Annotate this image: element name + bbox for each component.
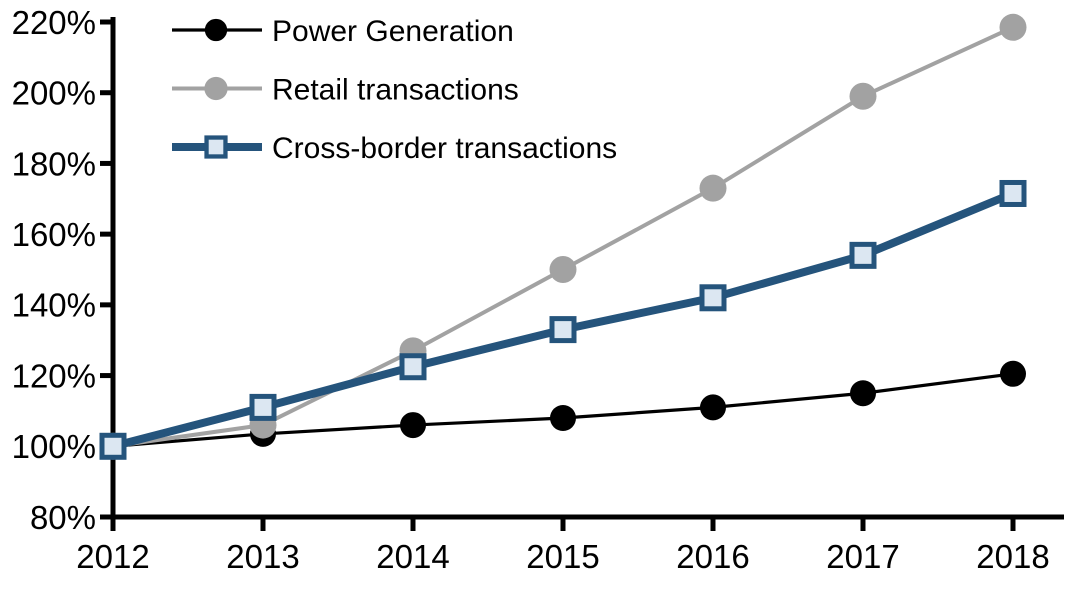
legend: Power Generation Retail transactions Cross…: [172, 15, 617, 165]
y-tick-label-220: 220%: [12, 4, 96, 41]
legend-item-retail-transactions: Retail transactions: [172, 73, 519, 106]
marker-power-generation-2014: [400, 412, 426, 439]
marker-power-generation-2018: [1000, 360, 1026, 387]
legend-marker-retail-transactions: [204, 76, 228, 101]
marker-cross-border-transactions-2018: [999, 179, 1027, 207]
x-tick-label-2018: 2018: [976, 538, 1049, 575]
legend-marker-power-generation: [204, 18, 228, 42]
legend-label-retail-transactions: Retail transactions: [272, 73, 519, 106]
marker-cross-border-transactions-2013: [249, 393, 277, 421]
legend-item-power-generation: Power Generation: [172, 15, 514, 48]
legend-label-power-generation: Power Generation: [272, 15, 514, 48]
x-tick-label-2012: 2012: [76, 538, 149, 575]
x-tick-label-2017: 2017: [826, 538, 899, 575]
legend-marker-cross-border-transactions: [204, 135, 228, 159]
marker-cross-border-transactions-2016: [699, 284, 727, 312]
marker-retail-transactions-2018: [999, 13, 1027, 41]
legend-item-cross-border-transactions: Cross-border transactions: [172, 132, 617, 165]
marker-retail-transactions-2015: [549, 256, 577, 283]
marker-cross-border-transactions-2015: [549, 316, 577, 344]
y-tick-label-160: 160%: [12, 216, 96, 253]
series-retail-transactions: [99, 13, 1027, 460]
y-tick-label-200: 200%: [12, 75, 96, 112]
x-tick-label-2015: 2015: [526, 538, 599, 575]
marker-cross-border-transactions-2012: [99, 432, 127, 460]
marker-power-generation-2016: [700, 394, 726, 421]
marker-cross-border-transactions-2017: [849, 241, 877, 269]
y-tick-label-120: 120%: [12, 357, 96, 394]
marker-retail-transactions-2017: [849, 82, 877, 110]
legend-label-cross-border-transactions: Cross-border transactions: [272, 132, 617, 165]
y-tick-label-100: 100%: [12, 428, 96, 465]
marker-retail-transactions-2016: [699, 174, 727, 202]
x-tick-label-2013: 2013: [226, 538, 299, 575]
series-cross-border-transactions: [99, 179, 1027, 460]
marker-cross-border-transactions-2014: [399, 353, 427, 381]
marker-power-generation-2017: [850, 380, 876, 407]
marker-power-generation-2015: [550, 405, 576, 431]
y-tick-label-140: 140%: [12, 287, 96, 324]
y-tick-label-80: 80%: [30, 499, 96, 536]
y-tick-label-180: 180%: [12, 145, 96, 182]
x-tick-label-2016: 2016: [676, 538, 749, 575]
x-tick-label-2014: 2014: [376, 538, 449, 575]
